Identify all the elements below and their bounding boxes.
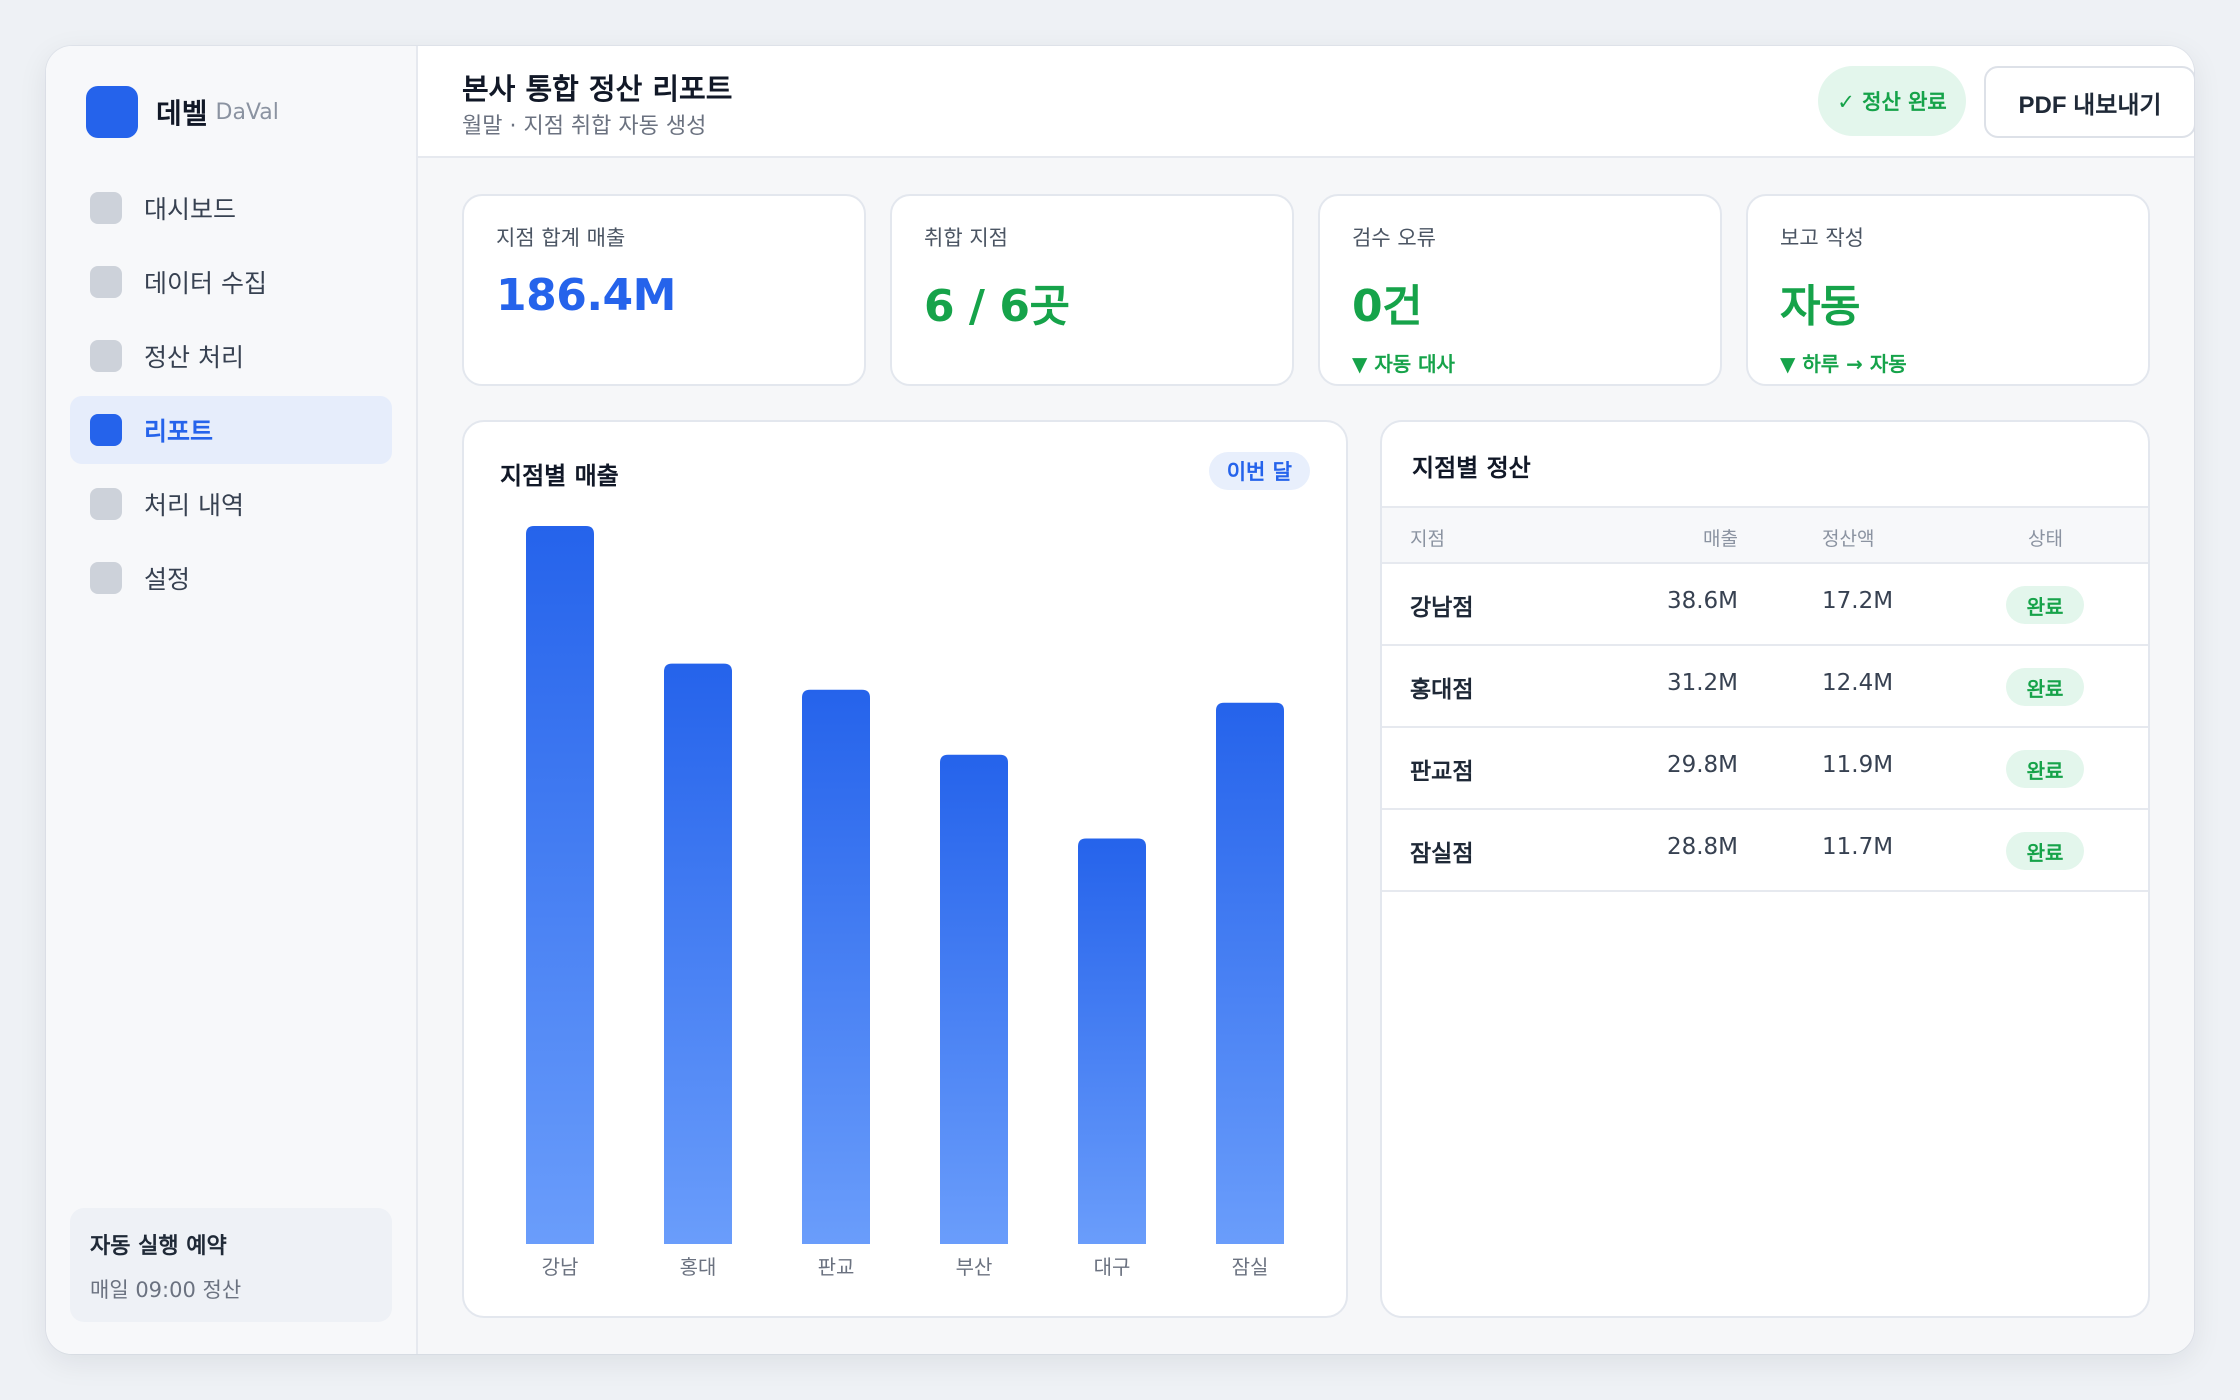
kpi-card-reporting: 보고 작성 자동 ▼ 하루 → 자동 xyxy=(1746,194,2150,386)
data-collection-icon xyxy=(90,266,122,298)
cell-branch: 홍대점 xyxy=(1410,677,1474,703)
report-icon xyxy=(90,414,122,446)
cell-sales: 29.8M xyxy=(1666,752,1738,778)
status-badge: 완료 xyxy=(2006,668,2084,706)
cell-settlement: 11.7M xyxy=(1822,834,1894,860)
status-badge: 완료 xyxy=(2006,832,2084,870)
kpi-card-branches: 취합 지점 6 / 6곳 xyxy=(890,194,1294,386)
kpi-delta: ▼ 자동 대사 xyxy=(1352,352,1455,376)
bar-대구[interactable] xyxy=(1078,838,1146,1244)
x-tick-label: 대구 xyxy=(1094,1255,1131,1279)
sidebar-item-data-collection[interactable]: 데이터 수집 xyxy=(70,248,392,316)
column-header-branch[interactable]: 지점 xyxy=(1410,528,1445,550)
sidebar-item-settings[interactable]: 설정 xyxy=(70,544,392,612)
main-content: 본사 통합 정산 리포트 월말 · 지점 취합 자동 생성 ✓ 정산 완료 PD… xyxy=(418,46,2194,1354)
history-icon xyxy=(90,488,122,520)
bar-판교[interactable] xyxy=(802,689,870,1244)
sidebar-item-label: 데이터 수집 xyxy=(144,269,267,298)
sidebar-item-label: 리포트 xyxy=(144,417,214,446)
cell-sales: 38.6M xyxy=(1666,588,1738,614)
x-tick-label: 강남 xyxy=(542,1255,579,1279)
sidebar-item-report[interactable]: 리포트 xyxy=(70,396,392,464)
cell-sales: 28.8M xyxy=(1666,834,1738,860)
branch-sales-chart: 강남 홍대 판교 부산 대구 잠실 xyxy=(526,526,1284,1279)
x-tick-label: 판교 xyxy=(818,1255,855,1279)
bar-홍대[interactable] xyxy=(664,663,732,1244)
bar-부산[interactable] xyxy=(940,754,1008,1244)
kpi-value: 0건 xyxy=(1352,281,1423,332)
table-row[interactable]: 판교점 29.8M 11.9M 완료 xyxy=(1382,728,2148,810)
brand: 데벨 DaVal xyxy=(86,86,279,138)
kpi-delta: ▼ 하루 → 자동 xyxy=(1780,352,1907,376)
cell-branch: 잠실점 xyxy=(1410,841,1474,867)
settlement-icon xyxy=(90,340,122,372)
page-header: 본사 통합 정산 리포트 월말 · 지점 취합 자동 생성 ✓ 정산 완료 PD… xyxy=(418,46,2194,158)
cell-settlement: 12.4M xyxy=(1822,670,1894,696)
branch-sales-chart-card: 강남 홍대 판교 부산 대구 잠실 지점별 매출 이번 달 xyxy=(462,420,1348,1318)
schedule-detail: 매일 09:00 정산 xyxy=(90,1278,242,1302)
kpi-value: 자동 xyxy=(1780,281,1860,332)
pdf-export-button[interactable]: PDF 내보내기 xyxy=(1984,66,2194,138)
status-badge: ✓ 정산 완료 xyxy=(1818,66,1966,136)
cell-branch: 강남점 xyxy=(1410,595,1474,621)
column-header-status[interactable]: 상태 xyxy=(2028,528,2063,550)
status-badge: 완료 xyxy=(2006,586,2084,624)
brand-name: 데벨 xyxy=(156,97,208,130)
sidebar-item-label: 처리 내역 xyxy=(144,491,244,520)
table-row[interactable]: 홍대점 31.2M 12.4M 완료 xyxy=(1382,646,2148,728)
kpi-label: 지점 합계 매출 xyxy=(496,226,626,250)
settings-icon xyxy=(90,562,122,594)
schedule-title: 자동 실행 예약 xyxy=(90,1234,227,1259)
sidebar-item-label: 설정 xyxy=(144,565,191,594)
kpi-row: 지점 합계 매출 186.4M 취합 지점 6 / 6곳 검수 오류 0건 ▼ … xyxy=(462,194,2150,386)
brand-sub: DaVal xyxy=(215,99,279,125)
sidebar: 데벨 DaVal 대시보드 데이터 수집 정산 처리 리포트 처리 내역 xyxy=(46,46,418,1354)
sidebar-item-history[interactable]: 처리 내역 xyxy=(70,470,392,538)
x-tick-label: 홍대 xyxy=(680,1255,717,1279)
table-header: 지점 매출 정산액 상태 xyxy=(1382,506,2148,564)
kpi-value: 6 / 6곳 xyxy=(924,281,1070,332)
kpi-value: 186.4M xyxy=(496,270,676,321)
bar-강남[interactable] xyxy=(526,526,594,1244)
page-subtitle: 월말 · 지점 취합 자동 생성 xyxy=(462,114,707,139)
table-row[interactable]: 잠실점 28.8M 11.7M 완료 xyxy=(1382,810,2148,892)
cell-sales: 31.2M xyxy=(1666,670,1738,696)
kpi-card-total-sales: 지점 합계 매출 186.4M xyxy=(462,194,866,386)
kpi-card-errors: 검수 오류 0건 ▼ 자동 대사 xyxy=(1318,194,1722,386)
schedule-card[interactable]: 자동 실행 예약 매일 09:00 정산 xyxy=(70,1208,392,1322)
branch-settlement-table: 지점별 정산 지점 매출 정산액 상태 강남점 38.6M 17.2M 완료 홍… xyxy=(1380,420,2150,1318)
app-window: 데벨 DaVal 대시보드 데이터 수집 정산 처리 리포트 처리 내역 xyxy=(46,46,2194,1354)
page-title: 본사 통합 정산 리포트 xyxy=(462,72,733,106)
column-header-settlement[interactable]: 정산액 xyxy=(1822,528,1875,550)
kpi-label: 검수 오류 xyxy=(1352,226,1436,250)
sidebar-item-settlement[interactable]: 정산 처리 xyxy=(70,322,392,390)
dashboard-icon xyxy=(90,192,122,224)
period-pill[interactable]: 이번 달 xyxy=(1208,452,1310,490)
sidebar-item-dashboard[interactable]: 대시보드 xyxy=(70,174,392,242)
sidebar-item-label: 대시보드 xyxy=(144,195,237,224)
cell-settlement: 11.9M xyxy=(1822,752,1894,778)
table-title: 지점별 정산 xyxy=(1412,454,1531,482)
chart-title: 지점별 매출 xyxy=(500,462,619,490)
sidebar-item-label: 정산 처리 xyxy=(144,343,244,372)
brand-logo-icon xyxy=(86,86,138,138)
kpi-label: 취합 지점 xyxy=(924,226,1008,250)
kpi-label: 보고 작성 xyxy=(1780,226,1864,250)
column-header-sales[interactable]: 매출 xyxy=(1703,528,1738,550)
cell-branch: 판교점 xyxy=(1410,759,1474,785)
bar-잠실[interactable] xyxy=(1216,702,1284,1244)
x-tick-label: 잠실 xyxy=(1232,1255,1269,1279)
x-tick-label: 부산 xyxy=(956,1255,993,1279)
table-row[interactable]: 강남점 38.6M 17.2M 완료 xyxy=(1382,564,2148,646)
status-badge: 완료 xyxy=(2006,750,2084,788)
sidebar-nav: 대시보드 데이터 수집 정산 처리 리포트 처리 내역 설정 xyxy=(70,174,392,618)
cell-settlement: 17.2M xyxy=(1822,588,1894,614)
